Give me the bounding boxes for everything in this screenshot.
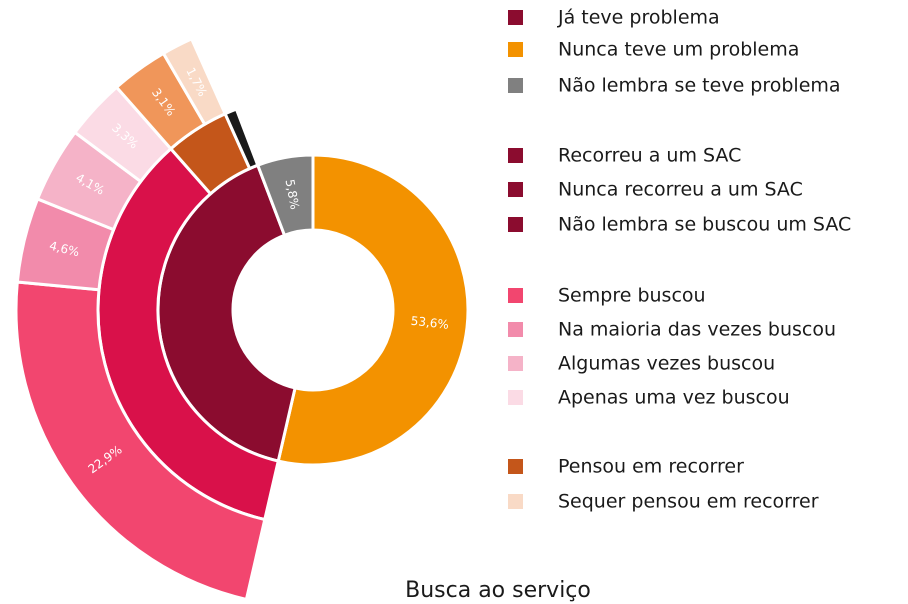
legend-swatch [508, 390, 523, 405]
legend-label: Nunca recorreu a um SAC [558, 179, 803, 201]
legend-swatch [508, 288, 523, 303]
legend-swatch [508, 78, 523, 93]
legend-label: Apenas uma vez buscou [558, 387, 790, 409]
legend-swatch [508, 494, 523, 509]
segment-label: 53,6% [410, 314, 449, 332]
segment-label: 4,6% [48, 239, 81, 260]
legend-label: Recorreu a um SAC [558, 145, 741, 167]
legend-label: Pensou em recorrer [558, 456, 744, 478]
legend-label: Nunca teve um problema [558, 39, 799, 61]
segment-label: 5,8% [283, 178, 302, 211]
legend-swatch [508, 356, 523, 371]
segment [255, 153, 315, 238]
legend-label: Não lembra se buscou um SAC [558, 214, 851, 236]
legend-label: Algumas vezes buscou [558, 353, 775, 375]
legend-swatch [508, 217, 523, 232]
legend-swatch [508, 459, 523, 474]
legend-swatch [508, 322, 523, 337]
segment [276, 153, 470, 467]
legend-swatch [508, 42, 523, 57]
legend-label: Sempre buscou [558, 285, 706, 307]
chart-title: Busca ao serviço [405, 578, 591, 603]
legend-swatch [508, 10, 523, 25]
legend-swatch [508, 148, 523, 163]
legend-label: Não lembra se teve problema [558, 75, 841, 97]
legend-label: Já teve problema [557, 7, 720, 29]
legend-label: Na maioria das vezes buscou [558, 319, 836, 341]
legend-swatch [508, 182, 523, 197]
legend-label: Sequer pensou em recorrer [558, 491, 819, 513]
